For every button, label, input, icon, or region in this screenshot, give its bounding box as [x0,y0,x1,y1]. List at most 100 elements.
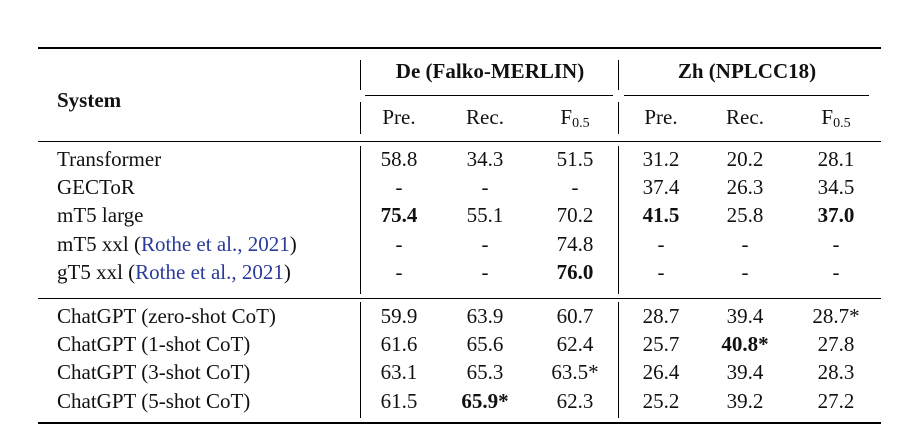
table-cell: 34.5 [817,175,855,199]
header-rule [38,141,881,143]
table-cell: 63.5* [551,360,599,384]
table-cell: 65.6 [466,332,504,356]
table-cell: - [481,175,489,199]
table-cell: - [395,232,403,256]
system-name: mT5 xxl (Rothe et al., 2021) [57,230,297,258]
table-cell: 74.8 [556,232,594,256]
system-name: ChatGPT (1-shot CoT) [57,330,250,358]
bottom-rule [38,422,881,424]
col-header-de-f05: F0.5 [560,103,589,138]
group-rule-de [365,95,613,96]
system-name: ChatGPT (3-shot CoT) [57,358,250,386]
table-cell: 26.3 [726,175,764,199]
table-cell: - [741,232,749,256]
system-label: gT5 xxl ( [57,260,136,284]
table-cell: 63.9 [466,304,504,328]
table-cell: 37.0 [817,203,855,227]
system-name: GECToR [57,173,135,201]
table-cell: 41.5 [642,203,680,227]
table-cell: 75.4 [380,203,418,227]
table-cell: 39.4 [726,304,764,328]
table-cell: - [657,260,665,284]
table-cell: 55.1 [466,203,504,227]
table-cell: 51.5 [556,147,594,171]
table-cell: 39.4 [726,360,764,384]
table-cell: 28.7 [642,304,680,328]
table-cell: - [832,232,840,256]
group-rule-zh [624,95,869,96]
system-name: ChatGPT (5-shot CoT) [57,387,250,415]
col-header-de-pre: Pre. [382,105,416,129]
system-label: mT5 xxl ( [57,232,141,256]
table-cell: - [571,175,579,199]
table-cell: 40.8* [721,332,769,356]
table-cell: 60.7 [556,304,594,328]
table-cell: - [481,232,489,256]
col-header-zh-rec: Rec. [726,105,764,129]
separator-mid-subheader [618,102,620,134]
table-cell: 25.8 [726,203,764,227]
separator-mid-chatgpt [618,302,620,418]
table-cell: 58.8 [380,147,418,171]
citation-link[interactable]: Rothe et al., 2021 [135,260,284,284]
col-header-zh-pre: Pre. [644,105,678,129]
system-name: Transformer [57,145,161,173]
section-rule [38,298,881,299]
table-cell: 63.1 [380,360,418,384]
table-cell: 20.2 [726,147,764,171]
system-name: mT5 large [57,201,144,229]
system-label: ChatGPT (1-shot CoT) [57,332,251,356]
table-cell: 59.9 [380,304,418,328]
table-cell: - [657,232,665,256]
system-label: mT5 large [57,203,144,227]
table-cell: 62.4 [556,332,594,356]
table-cell: 28.3 [817,360,855,384]
separator-left-chatgpt [360,302,362,418]
group-header-zh: Zh (NPLCC18) [677,59,817,83]
separator-mid-body [618,146,620,294]
separator-left-subheader [360,102,362,134]
col-header-zh-f05: F0.5 [821,103,850,138]
table-cell: 61.5 [380,389,418,413]
system-label: ChatGPT (5-shot CoT) [57,389,251,413]
table-cell: - [395,260,403,284]
system-name: gT5 xxl (Rothe et al., 2021) [57,258,291,286]
table-cell: - [741,260,749,284]
citation-link[interactable]: Rothe et al., 2021 [141,232,290,256]
f-subscript: 0.5 [572,116,590,131]
separator-left-body [360,146,362,294]
separator-mid-header [618,60,620,90]
group-header-de: De (Falko-MERLIN) [395,59,585,83]
table-cell: 62.3 [556,389,594,413]
table-cell: - [832,260,840,284]
closing-paren: ) [289,232,297,256]
table-cell: 27.8 [817,332,855,356]
system-label: ChatGPT (zero-shot CoT) [57,304,276,328]
table-cell: 39.2 [726,389,764,413]
table-cell: - [395,175,403,199]
system-header: System [57,88,122,112]
system-label: Transformer [57,147,162,171]
table-cell: 37.4 [642,175,680,199]
f-label: F [821,105,834,129]
table-cell: 28.7* [812,304,860,328]
closing-paren: ) [283,260,291,284]
top-rule [38,47,881,49]
table-cell: 28.1 [817,147,855,171]
col-header-de-rec: Rec. [466,105,504,129]
system-label: GECToR [57,175,135,199]
table-cell: 65.9* [461,389,509,413]
table-cell: 26.4 [642,360,680,384]
table-cell: 34.3 [466,147,504,171]
separator-left-header [360,60,362,90]
system-label: ChatGPT (3-shot CoT) [57,360,251,384]
f-label: F [560,105,573,129]
table-cell: 25.2 [642,389,680,413]
table-cell: - [481,260,489,284]
table-cell: 76.0 [556,260,594,284]
table-cell: 65.3 [466,360,504,384]
table-cell: 25.7 [642,332,680,356]
f-subscript: 0.5 [833,116,851,131]
system-name: ChatGPT (zero-shot CoT) [57,302,276,330]
table-cell: 61.6 [380,332,418,356]
